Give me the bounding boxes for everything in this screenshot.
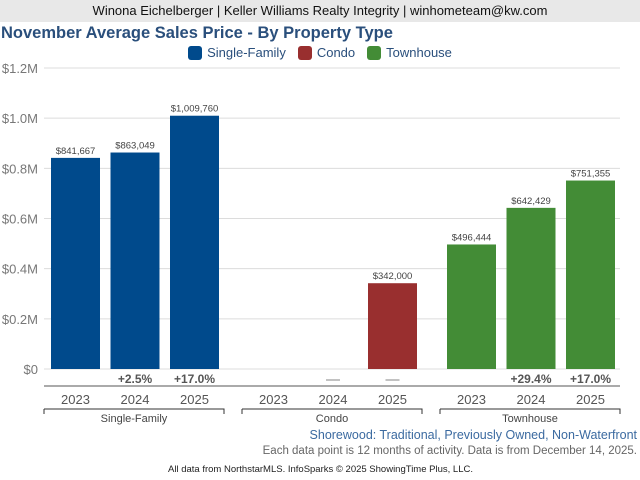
bar-value-label: $642,429: [511, 196, 551, 207]
bar-value-label: $496,444: [452, 232, 492, 243]
bar: [51, 157, 100, 369]
group-bracket: [241, 408, 423, 414]
bar-value-label: $1,009,760: [171, 104, 219, 115]
group-label: Condo: [316, 413, 348, 425]
x-tick-label: 2024: [517, 392, 546, 407]
change-label: +2.5%: [118, 372, 153, 386]
x-tick-label: 2023: [61, 392, 90, 407]
bar: [368, 283, 417, 369]
change-label: +29.4%: [510, 372, 551, 386]
bar: [506, 207, 556, 369]
x-tick-label: 2024: [319, 392, 348, 407]
agent-header-bar: Winona Eichelberger | Keller Williams Re…: [0, 0, 640, 22]
bar: [566, 180, 615, 369]
legend-label: Condo: [316, 45, 356, 60]
agent-info-text: Winona Eichelberger | Keller Williams Re…: [92, 3, 548, 18]
legend-item-condo[interactable]: Condo: [297, 45, 356, 60]
legend-swatch-condo: [297, 45, 312, 60]
y-tick-label: $1.2M: [2, 61, 38, 76]
x-tick-label: 2024: [121, 392, 150, 407]
bar-value-label: $342,000: [373, 271, 413, 282]
x-tick-label: 2025: [576, 392, 605, 407]
group-bracket: [43, 408, 225, 414]
x-tick-label: 2023: [259, 392, 288, 407]
bar: [447, 244, 496, 369]
bar-value-label: $751,355: [571, 169, 611, 180]
bar: [170, 115, 219, 369]
y-tick-label: $0.8M: [2, 161, 38, 176]
y-tick-label: $0.4M: [2, 262, 38, 277]
group-label: Townhouse: [502, 413, 558, 425]
x-tick-label: 2023: [457, 392, 486, 407]
change-label: +17.0%: [570, 372, 611, 386]
legend-swatch-single-family: [188, 45, 203, 60]
legend-label: Townhouse: [386, 45, 452, 60]
legend-item-townhouse[interactable]: Townhouse: [367, 45, 452, 60]
chart-legend: Single-Family Condo Townhouse: [0, 45, 640, 60]
y-tick-label: $0.6M: [2, 212, 38, 227]
area-filter-label: Shorewood: Traditional, Previously Owned…: [309, 428, 637, 442]
legend-item-single-family[interactable]: Single-Family: [188, 45, 286, 60]
y-tick-label: $0.2M: [2, 312, 38, 327]
bar-value-label: $863,049: [115, 141, 155, 152]
legend-swatch-townhouse: [367, 45, 382, 60]
chart-title: November Average Sales Price - By Proper…: [1, 24, 393, 42]
footer-credit: All data from NorthstarMLS. InfoSparks ©…: [168, 464, 473, 475]
change-label: +17.0%: [174, 372, 215, 386]
x-tick-label: 2025: [180, 392, 209, 407]
bar-value-label: $841,667: [56, 146, 96, 157]
data-note: Each data point is 12 months of activity…: [262, 445, 637, 457]
group-label: Single-Family: [101, 413, 168, 425]
bar: [110, 152, 160, 369]
y-tick-label: $1.0M: [2, 111, 38, 126]
y-tick-label: $0: [24, 362, 38, 377]
group-bracket: [439, 408, 621, 414]
x-tick-label: 2025: [378, 392, 407, 407]
legend-label: Single-Family: [207, 45, 286, 60]
